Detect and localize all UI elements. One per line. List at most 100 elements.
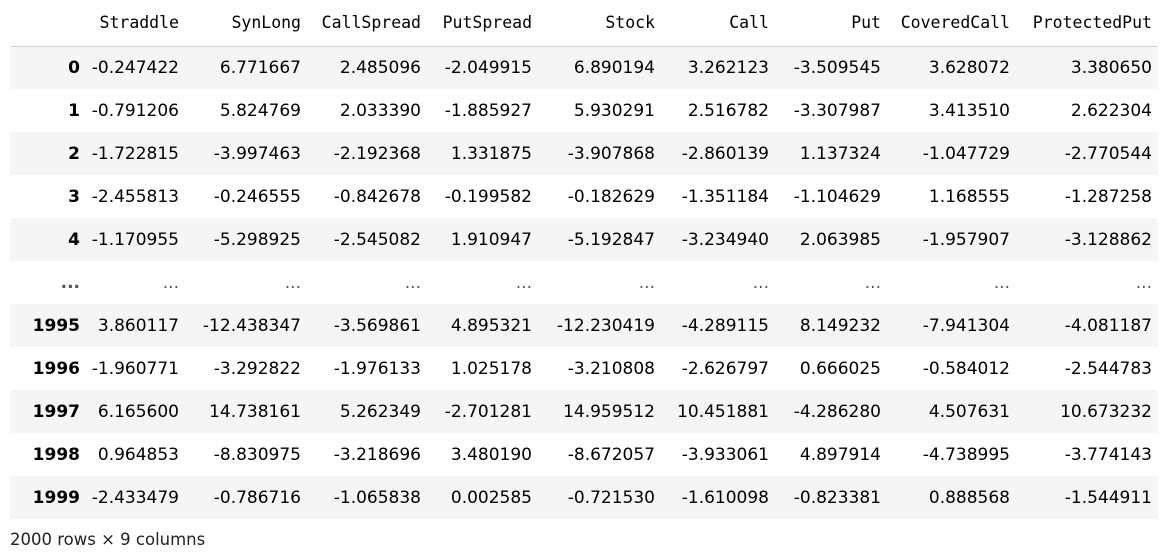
table-cell: 1.137324 — [799, 143, 881, 164]
row-index: 1999 — [32, 487, 80, 508]
table-cell: -3.907868 — [567, 143, 655, 164]
row-index: 1997 — [32, 401, 80, 422]
table-cell: ... — [162, 272, 179, 293]
table-cell: -2.544783 — [1064, 358, 1152, 379]
table-cell: -1.610098 — [681, 487, 769, 508]
table-cell: 5.262349 — [339, 401, 421, 422]
table-cell: 3.480190 — [450, 444, 532, 465]
table-cell: -0.247422 — [91, 57, 179, 78]
table-cell: -12.438347 — [202, 315, 301, 336]
table-cell: 5.930291 — [573, 100, 655, 121]
table-cell: 8.149232 — [799, 315, 881, 336]
row-index: 1995 — [32, 315, 80, 336]
table-cell: -4.289115 — [681, 315, 769, 336]
table-row: 3 -2.455813 -0.246555 -0.842678 -0.199582 -0.… — [10, 175, 1158, 218]
table-cell: -1.287258 — [1064, 186, 1152, 207]
table-cell: ... — [515, 272, 532, 293]
table-cell: -4.081187 — [1064, 315, 1152, 336]
table-cell: 2.516782 — [687, 100, 769, 121]
table-cell: 14.738161 — [209, 401, 301, 422]
table-cell: -1.351184 — [681, 186, 769, 207]
table-cell: -0.786716 — [213, 487, 301, 508]
column-header: SynLong — [185, 0, 307, 47]
table-cell: 6.890194 — [573, 57, 655, 78]
table-cell: 3.413510 — [928, 100, 1010, 121]
column-header: ProtectedPut — [1016, 0, 1158, 47]
table-cell: 14.959512 — [563, 401, 655, 422]
table-cell: -4.738995 — [922, 444, 1010, 465]
table-cell: -3.933061 — [681, 444, 769, 465]
table-cell: -2.626797 — [681, 358, 769, 379]
column-header: Stock — [538, 0, 661, 47]
table-cell: 10.673232 — [1060, 401, 1152, 422]
header-row: Straddle SynLong CallSpread PutSpread St… — [10, 0, 1158, 47]
table-cell: ... — [284, 272, 301, 293]
index-header — [10, 0, 86, 47]
row-index: 4 — [68, 229, 80, 250]
table-cell: -2.049915 — [444, 57, 532, 78]
table-cell: -2.455813 — [91, 186, 179, 207]
row-index: 0 — [68, 57, 80, 78]
table-cell: ... — [638, 272, 655, 293]
table-cell: -3.307987 — [793, 100, 881, 121]
table-cell: 2.485096 — [339, 57, 421, 78]
column-header: Call — [661, 0, 775, 47]
table-cell: -2.192368 — [333, 143, 421, 164]
table-cell: 2.033390 — [339, 100, 421, 121]
dataframe-output: Straddle SynLong CallSpread PutSpread St… — [10, 0, 1158, 519]
table-cell: -1.047729 — [922, 143, 1010, 164]
table-cell: ... — [1135, 272, 1152, 293]
table-cell: -3.292822 — [213, 358, 301, 379]
table-cell: 6.771667 — [219, 57, 301, 78]
column-header: Straddle — [86, 0, 185, 47]
table-cell: ... — [752, 272, 769, 293]
table-cell: 0.666025 — [799, 358, 881, 379]
table-row: 2 -1.722815 -3.997463 -2.192368 1.331875 -3.9… — [10, 132, 1158, 175]
table-cell: 3.262123 — [687, 57, 769, 78]
table-cell: -8.830975 — [213, 444, 301, 465]
table-cell: 3.628072 — [928, 57, 1010, 78]
table-cell: 4.507631 — [928, 401, 1010, 422]
row-index: 1 — [68, 100, 80, 121]
column-header: CoveredCall — [887, 0, 1016, 47]
table-cell: 10.451881 — [677, 401, 769, 422]
table-cell: 2.063985 — [799, 229, 881, 250]
table-cell: -0.842678 — [333, 186, 421, 207]
table-cell: -3.218696 — [333, 444, 421, 465]
table-cell: -2.433479 — [91, 487, 179, 508]
table-cell: -0.199582 — [444, 186, 532, 207]
table-cell: -3.997463 — [213, 143, 301, 164]
table-cell: 1.168555 — [928, 186, 1010, 207]
table-cell: -0.721530 — [567, 487, 655, 508]
column-header: CallSpread — [307, 0, 427, 47]
table-cell: ... — [993, 272, 1010, 293]
table-row: 1999 -2.433479 -0.786716 -1.065838 0.002585 -… — [10, 476, 1158, 519]
row-index: 1996 — [32, 358, 80, 379]
table-cell: -3.234940 — [681, 229, 769, 250]
table-cell: 3.860117 — [97, 315, 179, 336]
table-cell: -1.170955 — [91, 229, 179, 250]
column-header: PutSpread — [427, 0, 538, 47]
table-header: Straddle SynLong CallSpread PutSpread St… — [10, 0, 1158, 47]
table-cell: 1.910947 — [450, 229, 532, 250]
table-cell: 1.331875 — [450, 143, 532, 164]
table-cell: -2.770544 — [1064, 143, 1152, 164]
table-cell: -0.246555 — [213, 186, 301, 207]
row-index: 2 — [68, 143, 80, 164]
table-cell: 0.964853 — [97, 444, 179, 465]
table-cell: -2.701281 — [444, 401, 532, 422]
row-count-summary: 2000 rows × 9 columns — [10, 530, 206, 549]
table-row: 1997 6.165600 14.738161 5.262349 -2.701281 14… — [10, 390, 1158, 433]
table-cell: -5.192847 — [567, 229, 655, 250]
table-cell: 3.380650 — [1070, 57, 1152, 78]
table-cell: 4.895321 — [450, 315, 532, 336]
table-cell: 0.002585 — [450, 487, 532, 508]
table-cell: -2.545082 — [333, 229, 421, 250]
table-cell: -3.569861 — [333, 315, 421, 336]
table-body: 0 -0.247422 6.771667 2.485096 -2.049915 6.890… — [10, 46, 1158, 519]
row-index: 1998 — [32, 444, 80, 465]
table-cell: ... — [864, 272, 881, 293]
table-cell: 5.824769 — [219, 100, 301, 121]
table-cell: -1.885927 — [444, 100, 532, 121]
table-cell: -7.941304 — [922, 315, 1010, 336]
